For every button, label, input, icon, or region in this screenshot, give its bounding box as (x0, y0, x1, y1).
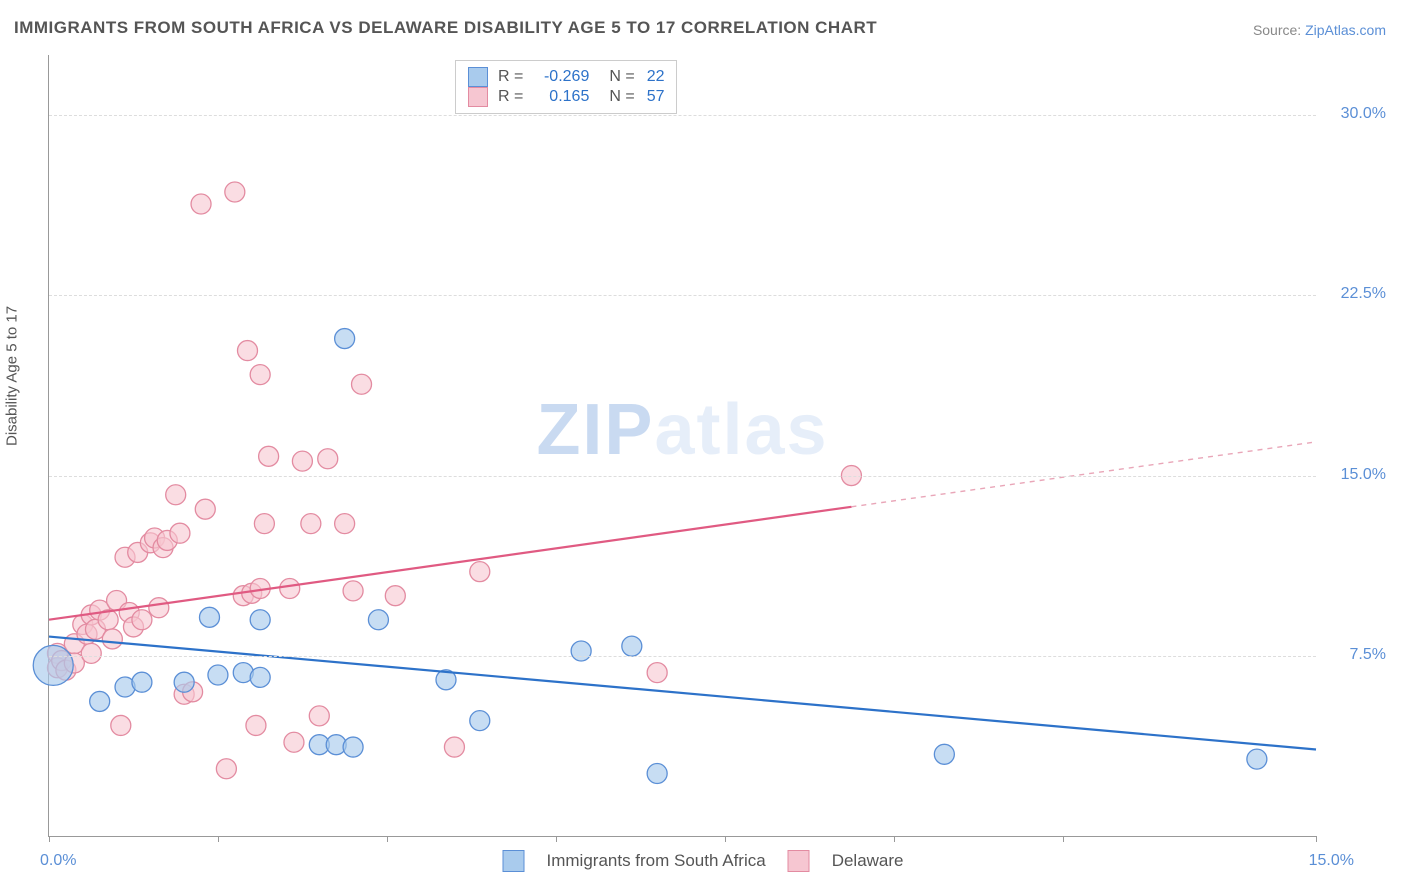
legend-n-de: 57 (647, 88, 665, 106)
legend-n-label: N = (609, 88, 634, 106)
x-axis-min-label: 0.0% (40, 852, 76, 870)
legend-label-sa: Immigrants from South Africa (547, 851, 766, 871)
swatch-de-bottom (788, 850, 810, 872)
chart-title: IMMIGRANTS FROM SOUTH AFRICA VS DELAWARE… (14, 18, 877, 38)
legend-row-sa: R = -0.269 N = 22 (468, 67, 664, 87)
legend-n-label: N = (609, 68, 634, 86)
x-tick (725, 836, 726, 842)
legend-r-label: R = (498, 88, 523, 106)
gridline (49, 476, 1316, 477)
swatch-de (468, 87, 488, 107)
swatch-sa (468, 67, 488, 87)
series-legend: Immigrants from South Africa Delaware (503, 850, 904, 872)
y-tick-label: 22.5% (1341, 285, 1386, 303)
x-tick (894, 836, 895, 842)
chart-plot-area: ZIPatlas (48, 55, 1316, 837)
source-credit: Source: ZipAtlas.com (1253, 22, 1386, 38)
x-tick (556, 836, 557, 842)
y-axis-label: Disability Age 5 to 17 (4, 306, 21, 446)
scatter-svg (49, 55, 1316, 836)
x-tick (1063, 836, 1064, 842)
legend-r-sa: -0.269 (529, 68, 589, 86)
gridline (49, 115, 1316, 116)
legend-row-de: R = 0.165 N = 57 (468, 87, 664, 107)
correlation-legend: R = -0.269 N = 22 R = 0.165 N = 57 (455, 60, 677, 114)
x-axis-max-label: 15.0% (1309, 852, 1354, 870)
y-tick-label: 30.0% (1341, 105, 1386, 123)
y-tick-label: 15.0% (1341, 466, 1386, 484)
x-tick (1316, 836, 1317, 842)
swatch-sa-bottom (503, 850, 525, 872)
legend-label-de: Delaware (832, 851, 904, 871)
legend-r-label: R = (498, 68, 523, 86)
y-tick-label: 7.5% (1350, 646, 1386, 664)
x-tick (387, 836, 388, 842)
source-link[interactable]: ZipAtlas.com (1305, 22, 1386, 38)
legend-r-de: 0.165 (529, 88, 589, 106)
x-tick (49, 836, 50, 842)
gridline (49, 656, 1316, 657)
source-prefix: Source: (1253, 22, 1305, 38)
gridline (49, 295, 1316, 296)
legend-n-sa: 22 (647, 68, 665, 86)
x-tick (218, 836, 219, 842)
